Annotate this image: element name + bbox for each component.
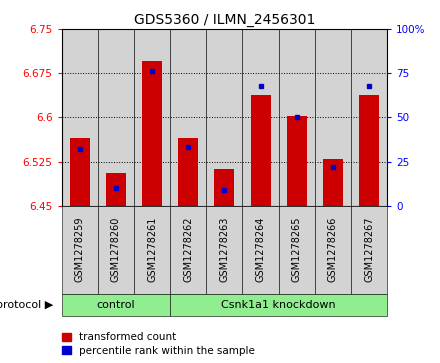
- Bar: [351, 29, 387, 206]
- Bar: [315, 29, 351, 206]
- Bar: [251, 95, 271, 206]
- Bar: [178, 138, 198, 206]
- Text: GSM1278259: GSM1278259: [75, 217, 84, 282]
- Text: control: control: [96, 300, 135, 310]
- Text: Csnk1a1 knockdown: Csnk1a1 knockdown: [221, 300, 336, 310]
- Text: GSM1278261: GSM1278261: [147, 217, 157, 282]
- Bar: [106, 174, 126, 206]
- Bar: [279, 29, 315, 206]
- Bar: [170, 29, 206, 206]
- Bar: [287, 116, 307, 206]
- Legend: transformed count, percentile rank within the sample: transformed count, percentile rank withi…: [62, 333, 255, 355]
- Bar: [206, 29, 242, 206]
- Text: protocol ▶: protocol ▶: [0, 300, 53, 310]
- Bar: [359, 95, 379, 206]
- Bar: [98, 29, 134, 206]
- Text: GSM1278264: GSM1278264: [256, 217, 266, 282]
- Bar: [323, 159, 343, 206]
- Text: GSM1278267: GSM1278267: [364, 217, 374, 282]
- Bar: [134, 29, 170, 206]
- Text: GSM1278263: GSM1278263: [220, 217, 229, 282]
- Title: GDS5360 / ILMN_2456301: GDS5360 / ILMN_2456301: [134, 13, 315, 26]
- Bar: [242, 29, 279, 206]
- Text: GSM1278260: GSM1278260: [111, 217, 121, 282]
- Text: GSM1278265: GSM1278265: [292, 217, 302, 282]
- Bar: [142, 61, 162, 206]
- Text: GSM1278262: GSM1278262: [183, 217, 193, 282]
- Bar: [70, 138, 90, 206]
- Bar: [62, 29, 98, 206]
- Text: GSM1278266: GSM1278266: [328, 217, 338, 282]
- Bar: [214, 169, 235, 206]
